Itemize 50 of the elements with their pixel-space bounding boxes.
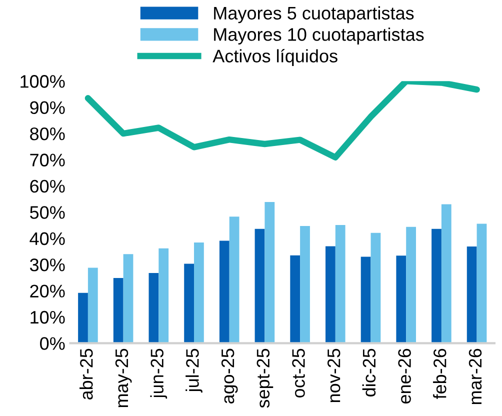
bar: [78, 292, 88, 344]
x-tick-label: jul-25: [186, 348, 202, 393]
legend-label: Mayores 5 cuotapartistas: [214, 6, 414, 24]
x-tick-label: mar-26: [468, 348, 482, 404]
bar: [148, 272, 159, 344]
bar: [396, 256, 406, 344]
bar: [326, 246, 336, 344]
bar: [370, 232, 381, 344]
bar: [406, 226, 416, 344]
y-tick-label: 40%: [30, 232, 65, 246]
bar: [123, 254, 134, 344]
bar: [476, 224, 487, 344]
y-tick-label: 0%: [40, 337, 65, 350]
x-tick-label: dic-25: [362, 348, 376, 396]
bar: [184, 264, 194, 344]
y-tick-label: 70%: [30, 154, 65, 166]
bar: [88, 268, 98, 344]
y-tick-label: 10%: [30, 310, 65, 324]
bar: [441, 204, 452, 344]
x-tick-label: sept-25: [256, 348, 274, 408]
bar: [432, 228, 442, 344]
y-tick-label: 60%: [30, 180, 65, 193]
bar: [254, 228, 265, 344]
x-tick-label: jun-25: [150, 348, 168, 399]
x-tick-label: abr-25: [80, 348, 93, 400]
legend-label: Activos líquidos: [212, 48, 338, 66]
bar: [229, 216, 240, 344]
y-tick-label: 100%: [20, 75, 65, 88]
y-tick-label: 30%: [30, 258, 65, 272]
bar: [300, 226, 310, 344]
bar: [158, 248, 169, 344]
x-tick-label: ene-26: [398, 348, 411, 404]
bar: [113, 278, 124, 344]
bar: [360, 256, 371, 344]
bar: [466, 246, 477, 344]
legend-label: Mayores 10 cuotapartistas: [214, 28, 424, 44]
y-tick-label: 50%: [30, 206, 65, 219]
y-tick-label: 90%: [30, 101, 65, 114]
bar: [219, 240, 230, 344]
x-tick-label: feb-26: [433, 348, 446, 399]
x-tick-label: ago-25: [221, 348, 238, 404]
x-tick-label: oct-25: [292, 348, 305, 398]
x-tick-label: nov-25: [327, 348, 340, 402]
bar: [194, 242, 204, 344]
bar: [290, 255, 300, 344]
bar: [264, 202, 275, 344]
x-tick-label: may-25: [115, 348, 132, 408]
y-tick-label: 80%: [30, 127, 65, 140]
y-tick-label: 20%: [30, 284, 65, 298]
bar: [335, 225, 346, 344]
